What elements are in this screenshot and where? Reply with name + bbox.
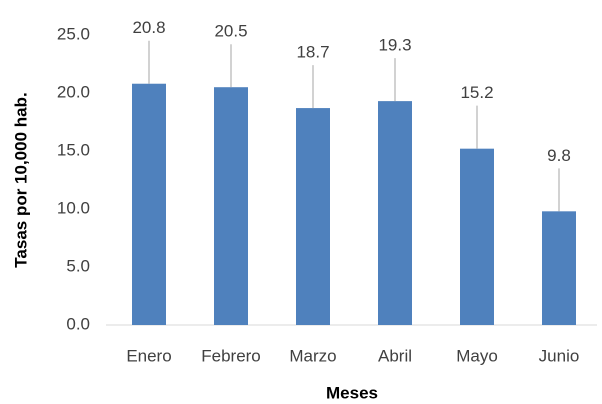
y-tick-label: 10.0 <box>57 198 90 217</box>
x-tick-label: Abril <box>378 346 412 365</box>
bar <box>460 148 494 325</box>
y-tick-label: 5.0 <box>66 256 90 275</box>
y-tick-label: 25.0 <box>57 24 90 43</box>
y-tick-label: 20.0 <box>57 82 90 101</box>
x-tick-label: Marzo <box>289 346 336 365</box>
x-tick-label: Mayo <box>456 346 498 365</box>
bar <box>214 87 248 325</box>
x-tick-label: Enero <box>126 346 171 365</box>
y-tick-label: 15.0 <box>57 140 90 159</box>
y-axis-title: Tasas por 10,000 hab. <box>11 92 30 267</box>
data-label: 18.7 <box>296 43 329 62</box>
x-axis-title: Meses <box>326 383 378 402</box>
bar <box>296 108 330 325</box>
data-label: 19.3 <box>378 36 411 55</box>
y-tick-label: 0.0 <box>66 314 90 333</box>
bar <box>378 101 412 326</box>
x-tick-label: Junio <box>539 346 580 365</box>
data-label: 20.5 <box>214 22 247 41</box>
bar <box>132 83 166 325</box>
data-label: 9.8 <box>547 146 571 165</box>
data-label: 15.2 <box>460 83 493 102</box>
data-label: 20.8 <box>132 18 165 37</box>
bar <box>542 211 576 325</box>
x-tick-label: Febrero <box>201 346 261 365</box>
